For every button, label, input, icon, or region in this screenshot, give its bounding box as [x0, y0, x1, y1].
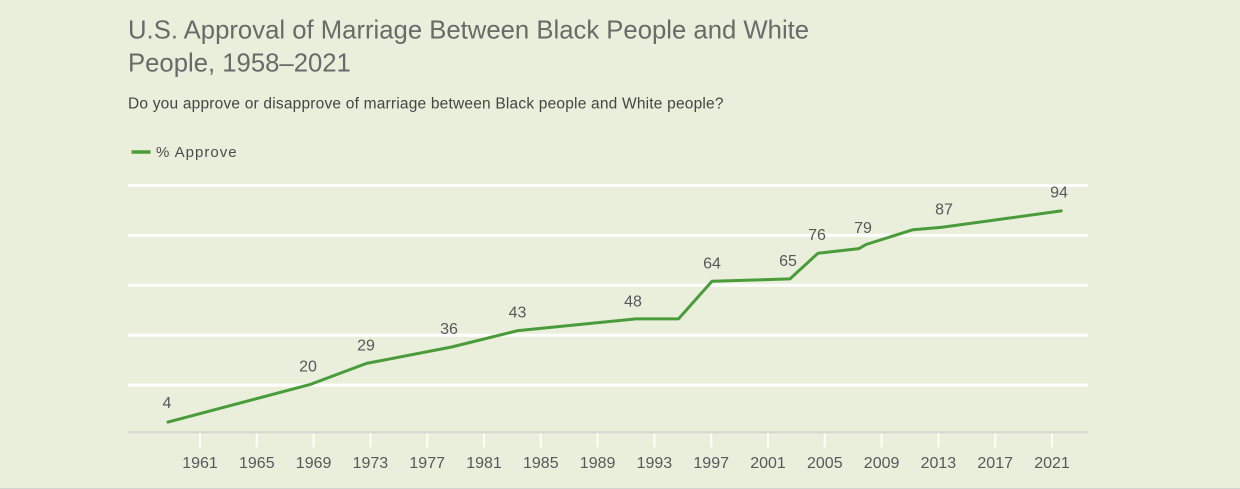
svg-text:36: 36 — [440, 321, 458, 338]
svg-text:1981: 1981 — [466, 455, 502, 472]
svg-text:65: 65 — [779, 253, 797, 270]
svg-text:2005: 2005 — [807, 455, 843, 472]
svg-text:1969: 1969 — [296, 455, 332, 472]
svg-text:1977: 1977 — [409, 455, 445, 472]
svg-text:87: 87 — [935, 201, 953, 218]
svg-text:29: 29 — [357, 337, 375, 354]
svg-text:64: 64 — [703, 255, 721, 272]
svg-text:1989: 1989 — [580, 455, 616, 472]
svg-text:1997: 1997 — [693, 455, 729, 472]
svg-text:2021: 2021 — [1034, 455, 1070, 472]
svg-text:2013: 2013 — [921, 455, 957, 472]
svg-text:% Approve: % Approve — [156, 144, 238, 161]
svg-text:U.S. Approval of Marriage Betw: U.S. Approval of Marriage Between Black … — [128, 17, 809, 45]
svg-text:1973: 1973 — [353, 455, 389, 472]
svg-text:1965: 1965 — [239, 455, 275, 472]
svg-text:43: 43 — [509, 305, 527, 322]
svg-text:1993: 1993 — [637, 455, 673, 472]
svg-text:48: 48 — [624, 293, 642, 310]
svg-text:76: 76 — [808, 227, 826, 244]
svg-text:20: 20 — [299, 359, 317, 376]
svg-text:2009: 2009 — [864, 455, 900, 472]
svg-text:Do you approve or disapprove o: Do you approve or disapprove of marriage… — [128, 96, 724, 113]
svg-text:79: 79 — [854, 220, 872, 237]
svg-text:2001: 2001 — [750, 455, 786, 472]
svg-text:1985: 1985 — [523, 455, 559, 472]
svg-text:1961: 1961 — [182, 455, 218, 472]
svg-text:2017: 2017 — [977, 455, 1013, 472]
svg-text:People, 1958–2021: People, 1958–2021 — [128, 50, 351, 78]
svg-text:4: 4 — [163, 395, 172, 412]
svg-text:94: 94 — [1050, 184, 1068, 201]
